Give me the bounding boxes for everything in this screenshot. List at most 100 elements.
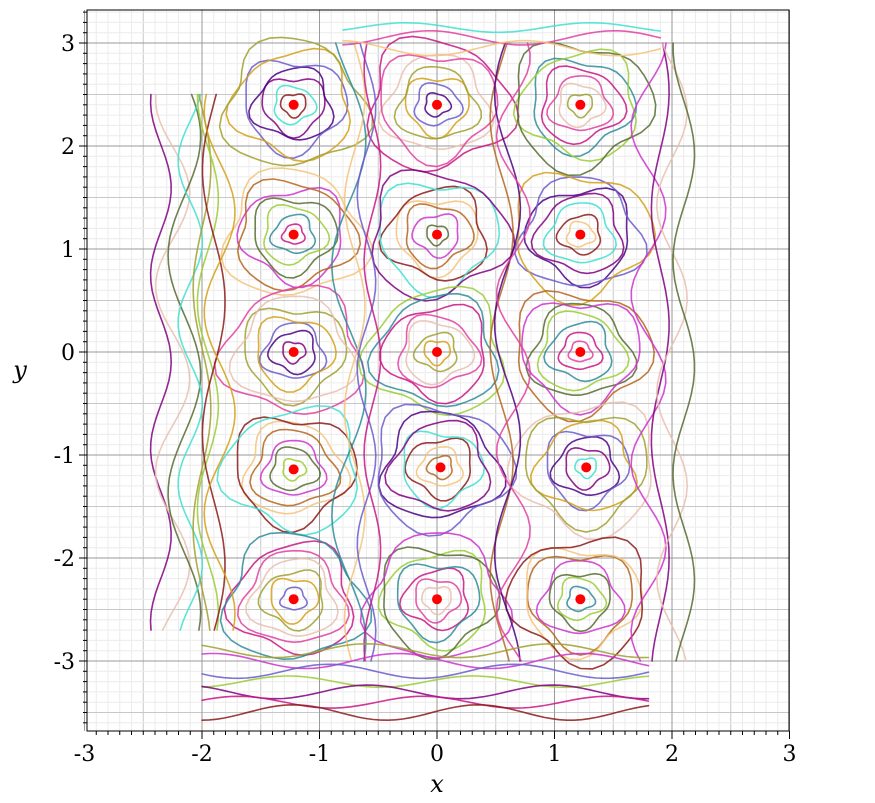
orbit-line: [415, 578, 463, 624]
stream-line: [201, 663, 650, 680]
y-tick-label: 3: [61, 32, 75, 57]
orbit-line: [574, 457, 597, 480]
orbit-line: [424, 91, 453, 118]
ticks: [79, 11, 790, 739]
orbit-line: [380, 53, 499, 168]
orbit-line: [514, 176, 648, 287]
orbit-line: [516, 41, 657, 177]
fixed-point-marker: [288, 99, 299, 110]
orbit-line: [411, 213, 459, 259]
fixed-point-marker: [575, 594, 586, 605]
orbit-line: [415, 445, 465, 487]
orbit-line: [249, 428, 342, 507]
orbit-line: [240, 420, 352, 515]
orbit-line: [525, 302, 638, 397]
orbit-line: [540, 65, 628, 146]
stream-line: [201, 703, 650, 722]
orbit-line: [405, 320, 476, 386]
orbit-line: [245, 59, 349, 160]
fixed-point-marker: [288, 464, 299, 475]
orbit-line: [426, 224, 450, 247]
x-tick-label: 0: [430, 742, 444, 767]
orbit-line: [257, 569, 324, 632]
orbit-line: [557, 331, 604, 371]
orbit-line: [506, 401, 652, 541]
stream-line: [493, 42, 522, 662]
orbit-line: [279, 93, 307, 119]
orbit-line: [556, 576, 608, 622]
orbit-line: [384, 419, 492, 512]
fixed-point-marker: [288, 594, 299, 605]
stream-line: [201, 93, 226, 631]
y-tick-label: -3: [54, 650, 75, 675]
x-axis-label: x: [430, 770, 444, 798]
x-tick-label: 1: [548, 742, 562, 767]
orbit-line: [216, 404, 359, 536]
stream-line: [672, 42, 696, 662]
fixed-point-marker: [575, 347, 586, 357]
orbit-line: [516, 171, 657, 306]
orbit-line: [236, 178, 362, 292]
orbit-line: [261, 78, 326, 140]
orbit-line: [379, 182, 501, 299]
y-axis-label: y: [12, 356, 27, 384]
y-tick-label: 1: [61, 238, 75, 263]
stream-line: [630, 42, 667, 662]
plot-frame: [86, 9, 790, 732]
orbit-line: [530, 192, 625, 275]
fixed-point-marker: [575, 229, 586, 240]
orbit-line: [420, 585, 452, 616]
orbit-line: [244, 307, 348, 407]
stream-line: [201, 642, 650, 659]
orbit-line: [278, 586, 308, 611]
orbit-line: [546, 75, 615, 132]
orbit-line: [270, 577, 320, 625]
orbit-line: [521, 302, 641, 416]
fixed-point-marker: [432, 229, 442, 240]
stream-line: [196, 93, 220, 631]
stream-line: [495, 42, 532, 662]
fixed-point-marker: [432, 99, 442, 110]
x-tick-label: -1: [309, 742, 330, 767]
orbit-line: [555, 213, 602, 256]
orbit-line: [383, 546, 501, 660]
orbit-line: [566, 585, 597, 613]
orbit-line: [366, 35, 520, 173]
orbit-line: [280, 223, 306, 245]
orbit-line: [565, 446, 611, 491]
orbit-line: [512, 48, 637, 163]
orbit-line: [220, 167, 373, 297]
orbit-line: [549, 436, 621, 497]
stream-line: [201, 695, 650, 709]
orbit-line: [395, 200, 479, 279]
orbit-line: [558, 82, 607, 129]
stream-line: [203, 93, 236, 631]
orbit-line: [258, 321, 328, 379]
orbit-line: [259, 439, 328, 496]
orbit-line: [377, 403, 518, 537]
y-tick-label: -2: [54, 547, 75, 572]
orbit-line: [425, 454, 453, 481]
stream-line: [342, 22, 662, 34]
orbit-line: [218, 36, 374, 167]
orbit-line: [533, 57, 638, 158]
orbit-line: [566, 93, 593, 119]
orbit-line: [536, 310, 630, 392]
orbit-line: [567, 340, 594, 363]
x-tick-label: 3: [783, 742, 797, 767]
orbit-line: [413, 82, 464, 127]
orbit-line: [248, 66, 335, 141]
stream-line: [356, 42, 377, 662]
x-tick-labels: -3 -2 -1 0 1 2 3: [74, 742, 797, 767]
fixed-point-marker: [288, 229, 299, 240]
orbit-line: [371, 168, 516, 302]
orbit-line: [282, 458, 308, 482]
stream-line: [655, 42, 689, 662]
trajectories: [149, 22, 696, 722]
orbit-line: [517, 289, 656, 423]
orbit-line: [543, 320, 613, 383]
orbit-line: [268, 213, 317, 255]
orbit-line: [398, 567, 470, 632]
orbit-line: [359, 532, 514, 659]
stream-line: [342, 39, 662, 57]
